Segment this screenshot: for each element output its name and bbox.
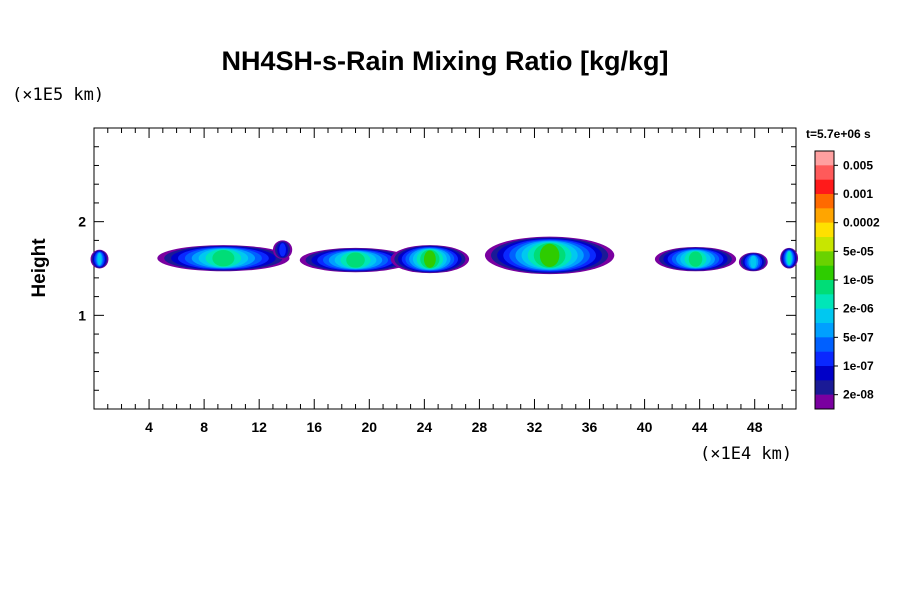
y-tick-label: 1	[78, 307, 86, 323]
colorbar-swatch	[815, 280, 834, 295]
x-tick-label: 24	[417, 419, 433, 435]
colorbar-swatch	[815, 194, 834, 209]
x-tick-label: 16	[306, 419, 322, 435]
x-axis-unit: (×1E4 km)	[700, 444, 793, 464]
time-label: t=5.7e+06 s	[806, 127, 871, 141]
x-tick-label: 36	[582, 419, 598, 435]
colorbar-swatch	[815, 179, 834, 195]
colorbar-swatch	[815, 151, 834, 166]
x-tick-label: 12	[251, 419, 267, 435]
colorbar-label: 5e-05	[843, 244, 874, 258]
colorbar-swatch	[815, 308, 834, 324]
plot-frame	[93, 127, 797, 410]
colorbar-label: 0.005	[843, 158, 873, 172]
colorbar-swatch	[815, 337, 834, 352]
colorbar-label: 1e-07	[843, 359, 874, 373]
field-contour	[787, 251, 791, 265]
colorbar-swatch	[815, 366, 834, 381]
colorbar-label: 2e-08	[843, 388, 874, 402]
x-tick-label: 40	[637, 419, 653, 435]
colorbar-label: 1e-05	[843, 273, 874, 287]
field-contour	[423, 250, 436, 268]
colorbar-swatch	[815, 237, 834, 252]
field-contour	[97, 253, 102, 266]
x-tick-label: 8	[200, 419, 208, 435]
field-contour	[279, 243, 286, 257]
field-contour	[212, 250, 235, 267]
colorbar-swatch	[815, 294, 834, 309]
field-contour	[539, 243, 560, 267]
colorbar-swatch	[815, 265, 834, 281]
x-tick-label: 44	[692, 419, 708, 435]
colorbar-swatch	[815, 222, 834, 238]
field-contour	[346, 252, 365, 268]
x-tick-label: 20	[362, 419, 378, 435]
colorbar-swatch	[815, 351, 834, 367]
colorbar-label: 0.001	[843, 187, 873, 201]
colorbar-swatch	[815, 251, 834, 266]
field-contour	[750, 255, 757, 268]
colorbar-swatch	[815, 394, 834, 410]
y-tick-label: 2	[78, 214, 86, 230]
x-tick-label: 48	[747, 419, 763, 435]
x-tick-label: 28	[472, 419, 488, 435]
colorbar-swatch	[815, 323, 834, 338]
x-tick-label: 4	[145, 419, 153, 435]
field-contour	[688, 251, 703, 267]
colorbar-swatch	[815, 165, 834, 180]
y-axis-unit: (×1E5 km)	[12, 85, 105, 105]
colorbar-swatch	[815, 380, 834, 395]
x-tick-label: 32	[527, 419, 543, 435]
chart-title: NH4SH-s-Rain Mixing Ratio [kg/kg]	[221, 46, 669, 76]
colorbar-label: 2e-06	[843, 302, 874, 316]
colorbar-label: 5e-07	[843, 330, 874, 344]
colorbar-label: 0.0002	[843, 216, 880, 230]
colorbar-swatch	[815, 208, 834, 223]
